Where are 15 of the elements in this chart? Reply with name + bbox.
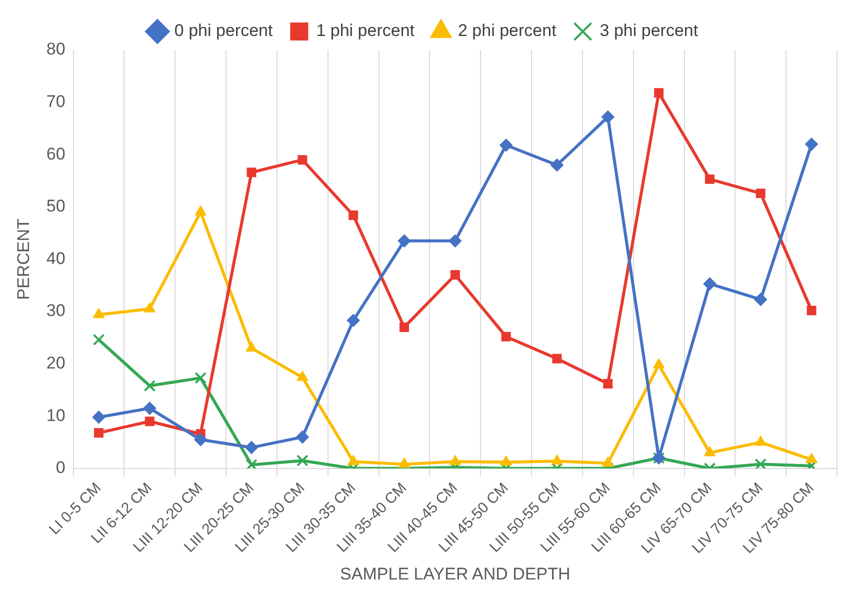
- y-tick-label: 10: [46, 406, 66, 425]
- y-tick-label: 40: [46, 248, 66, 268]
- y-tick-label: 30: [46, 301, 66, 320]
- y-tick-label: 60: [46, 144, 66, 164]
- y-tick-label: 70: [46, 92, 66, 111]
- y-tick-label: 80: [46, 40, 66, 59]
- y-tick-label: 0: [56, 458, 66, 478]
- y-tick-label: 20: [46, 354, 66, 373]
- legend-label: 2 phi percent: [458, 21, 557, 40]
- legend-label: 0 phi percent: [174, 21, 273, 40]
- y-tick-label: 50: [46, 196, 66, 216]
- x-axis-title: SAMPLE LAYER AND DEPTH: [340, 564, 570, 584]
- y-axis-title: PERCENT: [14, 218, 33, 300]
- legend-label: 1 phi percent: [316, 21, 415, 40]
- legend-label: 3 phi percent: [600, 21, 698, 40]
